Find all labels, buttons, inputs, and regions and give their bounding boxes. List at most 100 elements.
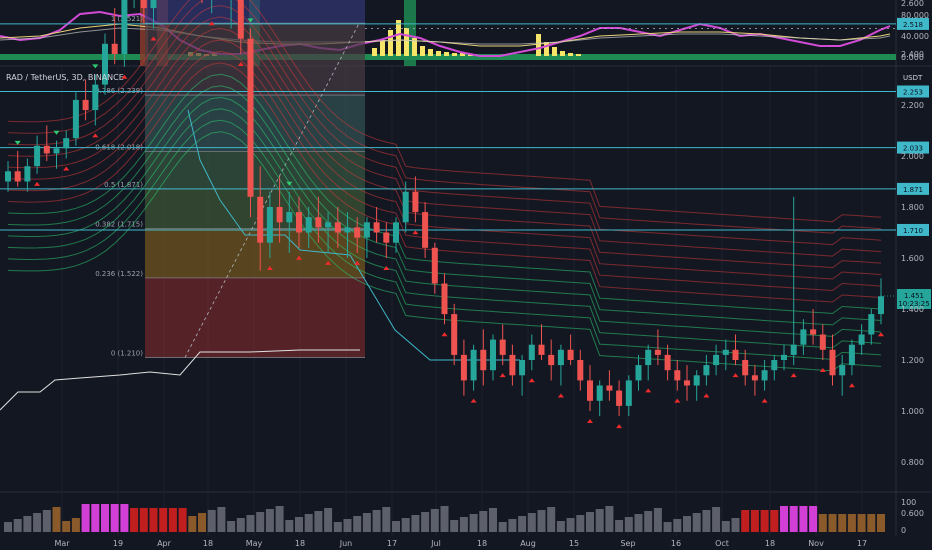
candle-body <box>92 84 99 111</box>
candle-body <box>412 191 419 213</box>
candle-body <box>635 365 642 381</box>
buy-signal-arrow <box>325 260 332 265</box>
level-price-tag <box>897 223 929 236</box>
candle-body <box>431 247 438 284</box>
buy-signal-arrow <box>92 133 99 138</box>
sell-signal-arrow <box>247 18 254 23</box>
time-axis-label: 15 <box>569 539 579 548</box>
oscillator-tick-label: 40.000 <box>901 32 929 41</box>
fib-trend-line <box>184 23 360 358</box>
buy-signal-arrow <box>470 398 477 403</box>
volume-bar <box>343 519 352 532</box>
last-price-text: 1.451 <box>904 292 924 300</box>
candle-body <box>742 360 749 376</box>
oscillator-histogram-bar <box>552 47 557 56</box>
ma-ribbon-line <box>7 0 882 234</box>
volume-bar <box>760 510 769 532</box>
candle-body <box>247 38 254 197</box>
volume-bar <box>236 518 245 532</box>
candle-body <box>121 0 128 55</box>
buy-signal-arrow <box>499 373 506 378</box>
last-price-countdown: 10:23:25 <box>898 300 929 308</box>
time-axis-label: 17 <box>857 539 867 548</box>
volume-bar <box>595 509 604 532</box>
price-tick-label: 1.200 <box>901 356 924 365</box>
candle-body <box>771 360 778 371</box>
buy-signal-arrow <box>296 255 302 260</box>
time-axis-label: Nov <box>808 539 824 548</box>
candle-body <box>557 349 564 366</box>
candle-body <box>102 43 108 85</box>
oscillator-histogram-bar <box>568 53 573 56</box>
sell-signal-arrow <box>53 130 60 135</box>
candle-body <box>722 349 729 355</box>
volume-bar <box>586 512 594 532</box>
volume-bar <box>168 508 177 532</box>
volume-bar <box>101 504 109 532</box>
candle-body <box>402 191 409 223</box>
chart-title: RAD / TetherUS, 3D, BINANCE <box>6 73 124 82</box>
buy-signal-arrow <box>645 388 652 393</box>
oscillator-histogram-bar <box>372 48 377 56</box>
volume-bar <box>867 514 876 532</box>
price-tick-label: 2.400 <box>901 50 924 59</box>
ma-ribbon-line <box>7 0 882 223</box>
volume-bar <box>459 517 468 532</box>
candle-body <box>829 349 836 376</box>
candle-body <box>616 390 623 406</box>
time-axis-bg <box>0 536 932 550</box>
candle-body <box>276 207 283 223</box>
buy-signal-arrow <box>150 36 157 41</box>
volume-bar <box>818 514 827 532</box>
buy-signal-arrow <box>441 332 448 337</box>
volume-bar <box>556 521 565 532</box>
fib-level-label: 0 (1.210) <box>111 349 143 357</box>
oscillator-tick-label: 80.000 <box>901 11 929 20</box>
volume-bar <box>295 517 303 532</box>
volume-bar <box>615 520 624 532</box>
volume-bar <box>624 517 633 532</box>
time-axis-label: Jul <box>430 539 441 548</box>
volume-bar <box>498 522 507 532</box>
volume-bar <box>508 519 517 532</box>
candle-body <box>519 360 526 376</box>
buy-signal-arrow <box>819 368 826 372</box>
candle-body <box>858 334 865 345</box>
volume-bar <box>450 520 459 532</box>
buy-signal-arrow <box>790 373 797 378</box>
volume-bar <box>518 516 527 532</box>
ma-ribbon-line <box>7 16 882 257</box>
sell-signal-arrow <box>92 64 99 69</box>
volume-bar <box>139 508 148 532</box>
candle-body <box>732 349 739 360</box>
ma-ribbon-line <box>7 27 882 269</box>
volume-bar <box>4 522 12 532</box>
volume-bar <box>663 522 672 532</box>
buy-signal-arrow <box>674 398 681 403</box>
volume-bar <box>828 514 837 532</box>
candle-body <box>34 145 41 167</box>
oscillator-histogram-bar <box>444 52 449 56</box>
time-axis-label: 18 <box>765 539 775 548</box>
last-price-tag <box>897 288 931 309</box>
volume-bar <box>188 516 197 532</box>
candle-body <box>868 314 875 335</box>
candle-body <box>14 171 21 182</box>
candle-body <box>63 138 70 149</box>
buy-signal-arrow <box>63 166 70 171</box>
price-unit-label[interactable]: USDT <box>903 74 923 82</box>
volume-bar <box>275 506 284 532</box>
candle-body <box>577 360 584 381</box>
volume-bar <box>430 509 439 532</box>
candle-body <box>5 171 11 182</box>
volume-bar <box>33 513 42 532</box>
volume-bar <box>634 514 643 532</box>
candle-body <box>72 99 79 139</box>
volume-bar <box>392 521 400 532</box>
oscillator-zero-band <box>0 54 896 60</box>
candle-body <box>422 212 429 248</box>
buy-signal-arrow <box>587 419 593 423</box>
ma-ribbon-line <box>7 39 882 280</box>
time-axis-label: Apr <box>157 539 172 548</box>
